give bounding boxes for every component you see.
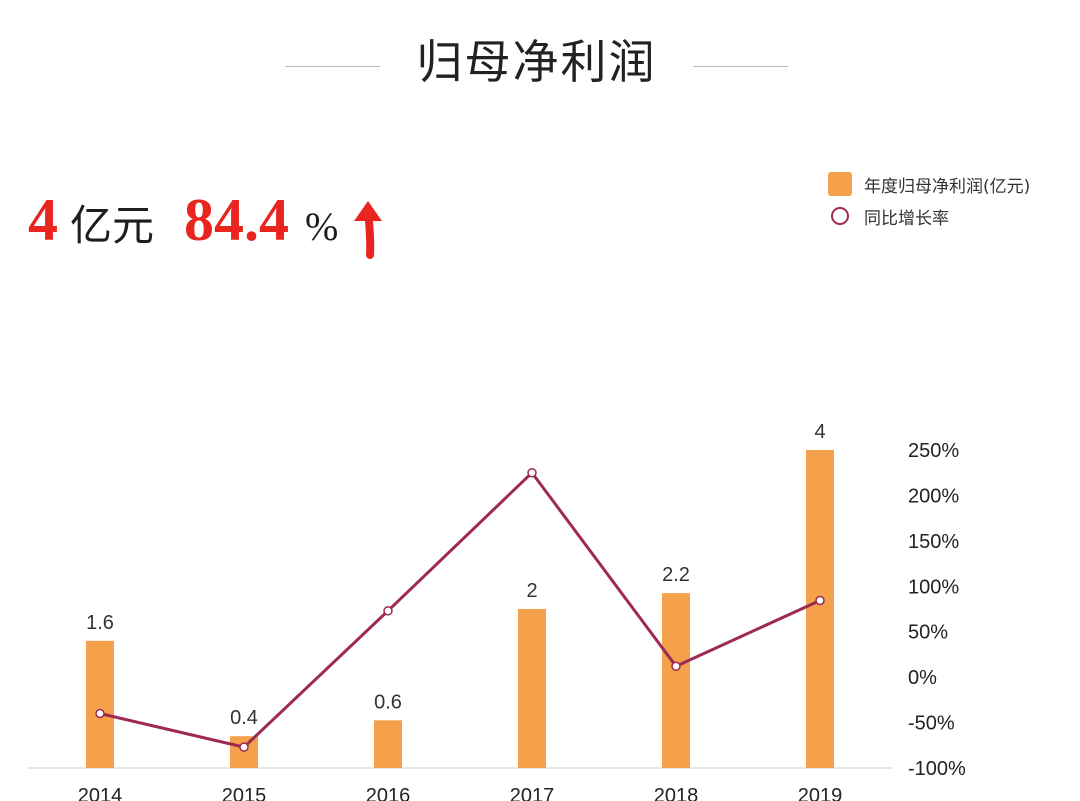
y-tick-label-right: -100%: [908, 758, 966, 780]
growth-point-2016: [383, 606, 393, 616]
x-tick-label-2014: 2014: [78, 785, 123, 801]
growth-point-2018: [671, 661, 681, 671]
growth-point-2015: [239, 742, 249, 752]
x-tick-label-2019: 2019: [798, 785, 843, 801]
bar-data-label-2017: 2: [526, 580, 537, 602]
headline-growth-unit: %: [305, 204, 339, 249]
title-divider-right: [693, 66, 788, 67]
x-tick-label-2015: 2015: [222, 785, 267, 801]
y-tick-label-right: 200%: [908, 485, 959, 507]
growth-point-2014: [95, 708, 105, 719]
y-tick-label-right: 0%: [908, 667, 937, 689]
legend-item-line[interactable]: 同比增长率: [828, 200, 1030, 232]
x-tick-label-2018: 2018: [654, 785, 699, 801]
legend-item-bar[interactable]: 年度归母净利润(亿元): [828, 168, 1030, 200]
y-tick-label-right: 100%: [908, 576, 959, 598]
headline-unit: 亿元: [70, 201, 155, 250]
bar-2019: [806, 450, 834, 768]
headline-value: 4: [28, 187, 58, 253]
bar-data-label-2015: 0.4: [230, 707, 258, 729]
page-title: 归母净利润: [416, 35, 657, 89]
up-arrow-icon: [350, 197, 386, 266]
headline-summary: 4 亿元 84.4 %: [28, 186, 386, 276]
chart-legend: 年度归母净利润(亿元) 同比增长率: [828, 168, 1030, 232]
x-tick-label-2017: 2017: [510, 785, 555, 801]
headline-growth: 84.4: [184, 187, 290, 253]
bar-data-label-2018: 2.2: [662, 564, 690, 586]
growth-rate-line: [99, 471, 821, 749]
bar-2017: [518, 609, 546, 768]
bar-2018: [662, 593, 690, 768]
legend-bar-label: 年度归母净利润(亿元): [864, 176, 1031, 197]
bar-2015: [230, 736, 258, 768]
bar-2014: [86, 640, 114, 768]
y-tick-label-right: 50%: [908, 622, 948, 644]
y-tick-label-right: 150%: [908, 531, 959, 553]
title-divider-left: [285, 66, 380, 67]
y-tick-label-right: 250%: [908, 440, 959, 462]
y-tick-label-right: -50%: [908, 713, 955, 735]
legend-line-label: 同比增长率: [864, 208, 949, 229]
bar-swatch-icon: [828, 172, 852, 196]
bar-2016: [374, 720, 402, 768]
bar-data-label-2014: 1.6: [86, 612, 114, 634]
x-tick-label-2016: 2016: [366, 785, 411, 801]
title-section: 归母净利润: [0, 26, 1080, 96]
bar-data-label-2019: 4: [814, 421, 825, 443]
growth-point-2019: [815, 595, 825, 606]
circle-marker-icon: [828, 204, 852, 228]
growth-point-2017: [527, 467, 537, 478]
bar-data-label-2016: 0.6: [374, 691, 402, 713]
